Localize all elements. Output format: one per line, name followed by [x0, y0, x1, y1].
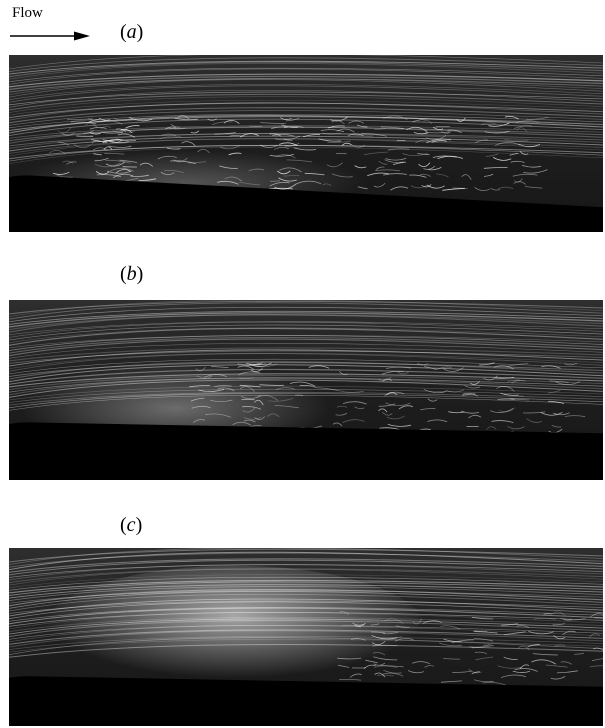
flow-arrow-icon	[10, 31, 90, 41]
panel-label-b: (b)	[120, 263, 144, 285]
panel-label-c: (c)	[120, 514, 143, 536]
flow-label: Flow	[12, 5, 43, 21]
flow-image-c	[9, 548, 603, 726]
flow-visualization-c	[9, 548, 603, 726]
flow-visualization-b	[9, 300, 603, 480]
flow-image-a	[9, 55, 603, 232]
flow-visualization-a	[9, 55, 603, 232]
flow-image-b	[9, 300, 603, 480]
panel-label-a: (a)	[120, 21, 144, 43]
